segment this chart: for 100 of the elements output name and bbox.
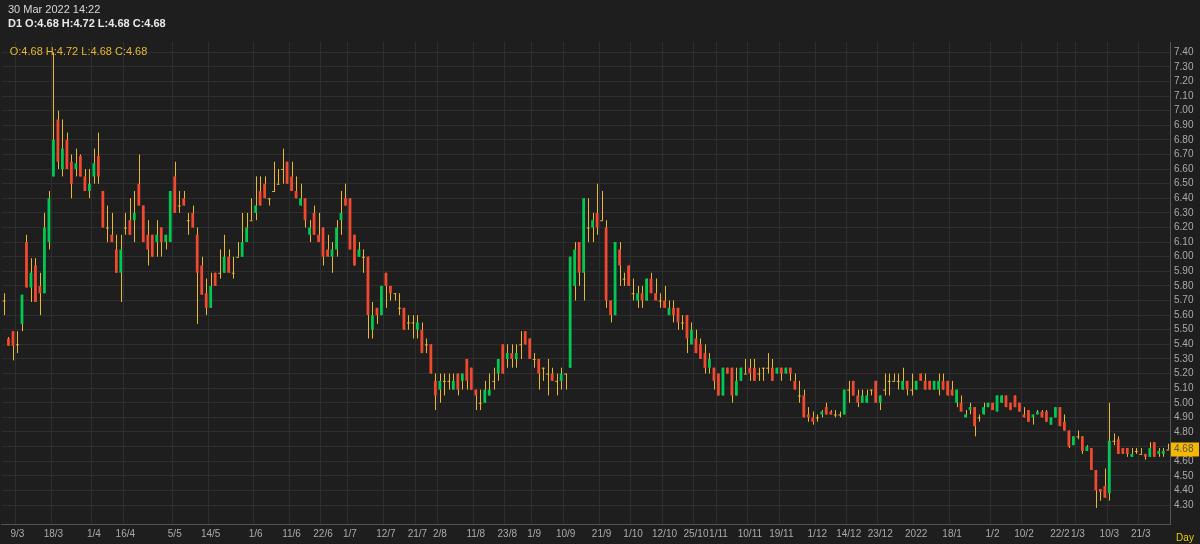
y-tick-label: 5.70 [1174, 294, 1194, 306]
candlestick [564, 373, 568, 391]
x-tick-label: 10/3 [1099, 527, 1120, 539]
candlestick [326, 234, 329, 258]
candlestick [797, 380, 801, 404]
candlestick [74, 148, 78, 177]
y-tick-label: 5.40 [1174, 338, 1194, 350]
candlestick [465, 358, 469, 391]
x-tick-label: 1/2 [985, 527, 1000, 539]
candlestick [258, 175, 262, 207]
candlestick [415, 314, 419, 339]
candlestick [254, 175, 258, 221]
candlestick [492, 367, 496, 391]
candlestick [420, 321, 424, 354]
candlestick [752, 358, 756, 382]
x-tick-label: 23/8 [497, 527, 518, 539]
candlestick [249, 197, 253, 222]
candlestick [699, 338, 702, 360]
candlestick [411, 314, 415, 339]
candlestick [627, 264, 630, 287]
candlestick [96, 132, 100, 185]
y-tick-label: 6.70 [1174, 148, 1194, 160]
candlestick [344, 183, 347, 207]
x-tick-label: 22/2 [1050, 527, 1071, 539]
y-tick-label: 4.50 [1174, 469, 1194, 481]
x-axis-title: Day [1176, 531, 1194, 543]
y-tick-label: 4.30 [1174, 498, 1194, 510]
candlestick [887, 373, 891, 396]
annotation: 4.68 [1174, 443, 1194, 455]
y-tick-label: 5.50 [1174, 323, 1194, 335]
candlestick [937, 373, 940, 396]
candlestick [1089, 447, 1093, 471]
x-tick-label: 1/4 [86, 527, 102, 539]
candlestick [87, 168, 91, 199]
x-tick-label: 1/10 [623, 527, 644, 539]
candlestick [735, 367, 738, 396]
candlestick [681, 314, 684, 331]
candlestick [761, 367, 765, 382]
candlestick [748, 358, 752, 382]
candlestick [83, 168, 87, 192]
candlestick [591, 212, 595, 243]
candlestick [110, 212, 114, 243]
x-tick-label: 1/9 [527, 527, 542, 539]
candlestick [901, 367, 905, 391]
candlestick [299, 183, 302, 207]
x-tick-label: 12/7 [376, 527, 397, 539]
candlestick [186, 212, 190, 236]
x-tick-label: 10/11 [737, 527, 763, 539]
candlestick [896, 373, 900, 391]
x-tick-label: 18/3 [43, 527, 64, 539]
candlestick [119, 234, 123, 303]
x-tick-label: 5/5 [167, 527, 183, 539]
x-tick-label: 11/6 [282, 527, 302, 539]
candlestick [654, 278, 657, 302]
candlestick [847, 380, 851, 404]
x-tick-label: 1/3 [1070, 527, 1086, 539]
candlestick [802, 389, 806, 418]
candlestick [240, 212, 244, 258]
candlestick [398, 292, 401, 316]
x-tick-label: 9/3 [10, 527, 25, 539]
x-tick-label: 12/10 [651, 527, 678, 539]
y-tick-label: 5.60 [1174, 308, 1194, 320]
x-tick-label: 1/6 [248, 527, 264, 539]
candlestick [559, 367, 563, 391]
candlestick [438, 373, 442, 404]
candlestick [910, 373, 914, 396]
candlestick [600, 190, 603, 222]
y-tick-label: 6.50 [1174, 177, 1194, 189]
candlestick [362, 248, 365, 274]
candlestick [595, 183, 599, 236]
x-tick-label: 11/8 [466, 527, 486, 539]
candlestick [757, 367, 761, 382]
candlestick [335, 219, 338, 258]
candlestick [227, 248, 231, 274]
y-tick-label: 7.10 [1174, 89, 1194, 101]
candlestick [222, 234, 226, 274]
candlestick [892, 373, 896, 382]
candlestick [770, 358, 774, 382]
x-tick-label: 2/8 [432, 527, 448, 539]
candlestick [883, 373, 887, 396]
candlestick [1166, 443, 1170, 451]
candlestick [245, 212, 249, 243]
candlestick [132, 190, 136, 243]
candlestick [128, 197, 132, 236]
candlestick [708, 352, 711, 375]
y-tick-label: 6.30 [1174, 206, 1194, 218]
x-tick-label: 16/4 [115, 527, 136, 539]
candlestick [618, 241, 621, 287]
y-tick-label: 5.90 [1174, 265, 1194, 277]
x-tick-label: 19/11 [769, 527, 794, 539]
y-tick-label: 4.40 [1174, 484, 1194, 496]
y-tick-label: 6.20 [1174, 221, 1194, 233]
x-tick-label: 1/12 [807, 527, 828, 539]
candlestick [209, 272, 213, 309]
y-tick-label: 6.10 [1174, 235, 1194, 247]
x-tick-label: 10/2 [1014, 527, 1035, 539]
candlestick [743, 358, 747, 375]
candlestick [290, 161, 293, 192]
y-tick-label: 5.00 [1174, 396, 1194, 408]
candlestick [272, 161, 275, 192]
